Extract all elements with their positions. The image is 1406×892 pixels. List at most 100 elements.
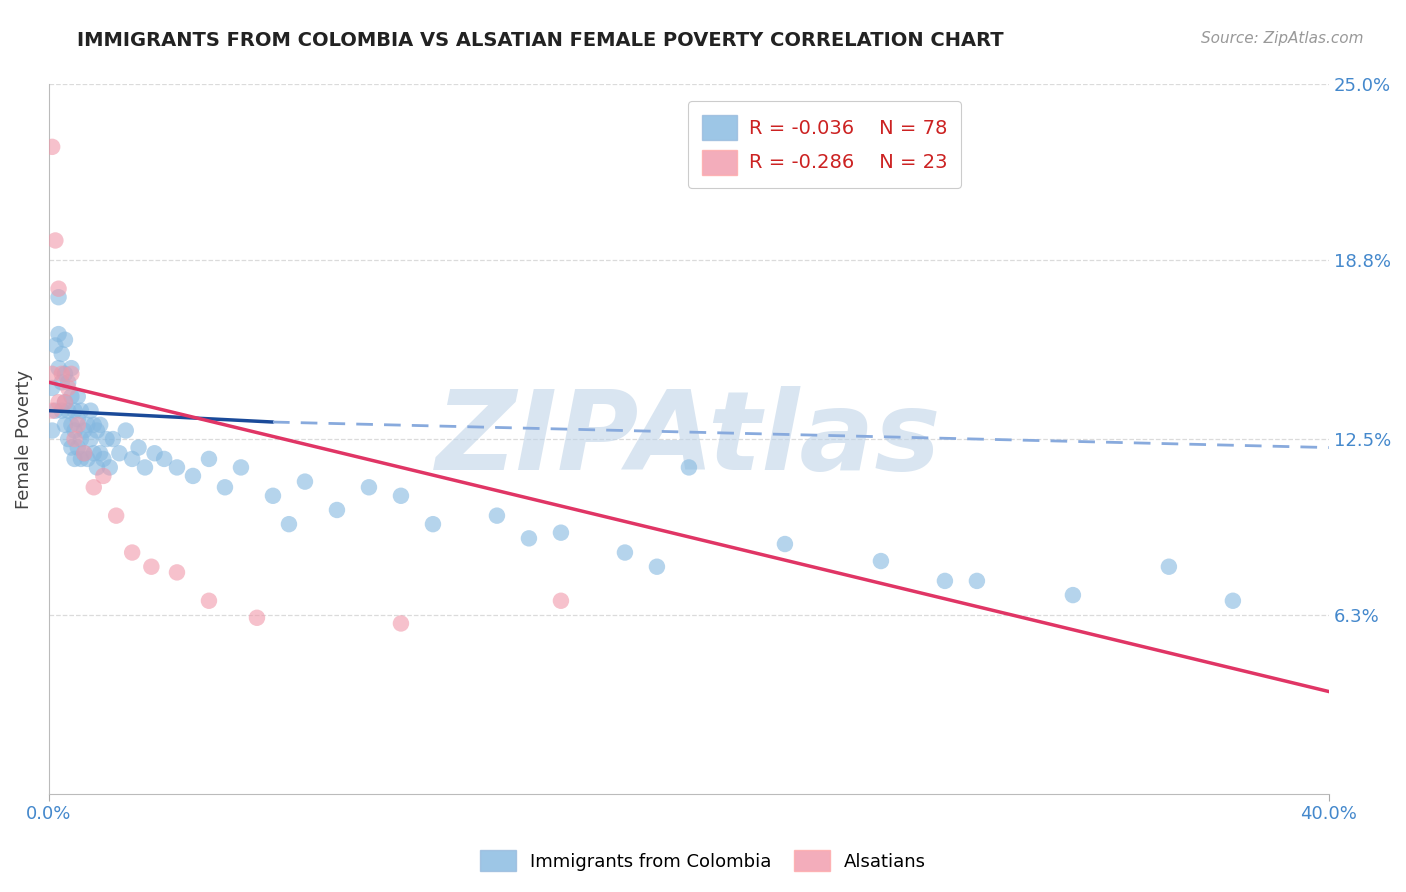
Point — [44, 403, 66, 417]
Point — [41, 424, 63, 438]
Point — [214, 480, 236, 494]
Point — [966, 574, 988, 588]
Point — [70, 451, 93, 466]
Point — [53, 395, 76, 409]
Text: ZIPAtlas: ZIPAtlas — [436, 385, 942, 492]
Point — [63, 451, 86, 466]
Point — [53, 417, 76, 432]
Point — [389, 616, 412, 631]
Point — [128, 441, 150, 455]
Point — [83, 446, 105, 460]
Point — [389, 489, 412, 503]
Point — [108, 446, 131, 460]
Point — [60, 441, 83, 455]
Point — [105, 508, 128, 523]
Point — [41, 140, 63, 154]
Point — [422, 517, 444, 532]
Point — [678, 460, 700, 475]
Point — [143, 446, 166, 460]
Point — [1062, 588, 1084, 602]
Point — [229, 460, 252, 475]
Point — [53, 395, 76, 409]
Point — [63, 424, 86, 438]
Point — [41, 381, 63, 395]
Text: IMMIGRANTS FROM COLOMBIA VS ALSATIAN FEMALE POVERTY CORRELATION CHART: IMMIGRANTS FROM COLOMBIA VS ALSATIAN FEM… — [77, 31, 1004, 50]
Point — [66, 417, 89, 432]
Point — [83, 480, 105, 494]
Point — [63, 432, 86, 446]
Point — [550, 594, 572, 608]
Point — [63, 403, 86, 417]
Point — [89, 417, 111, 432]
Point — [76, 451, 98, 466]
Point — [166, 460, 188, 475]
Point — [56, 432, 79, 446]
Point — [48, 290, 70, 304]
Point — [51, 367, 73, 381]
Point — [153, 451, 176, 466]
Point — [773, 537, 796, 551]
Point — [79, 432, 101, 446]
Point — [134, 460, 156, 475]
Point — [60, 417, 83, 432]
Point — [550, 525, 572, 540]
Point — [44, 338, 66, 352]
Point — [181, 469, 204, 483]
Point — [645, 559, 668, 574]
Point — [70, 403, 93, 417]
Point — [60, 367, 83, 381]
Point — [517, 532, 540, 546]
Point — [56, 381, 79, 395]
Point — [56, 376, 79, 390]
Point — [114, 424, 136, 438]
Point — [166, 566, 188, 580]
Y-axis label: Female Poverty: Female Poverty — [15, 369, 32, 508]
Point — [56, 403, 79, 417]
Point — [93, 451, 115, 466]
Point — [101, 432, 124, 446]
Point — [60, 390, 83, 404]
Text: Source: ZipAtlas.com: Source: ZipAtlas.com — [1201, 31, 1364, 46]
Point — [79, 403, 101, 417]
Legend: Immigrants from Colombia, Alsatians: Immigrants from Colombia, Alsatians — [472, 843, 934, 879]
Point — [121, 545, 143, 559]
Point — [53, 367, 76, 381]
Point — [1157, 559, 1180, 574]
Point — [326, 503, 349, 517]
Point — [870, 554, 893, 568]
Point — [141, 559, 163, 574]
Point — [1222, 594, 1244, 608]
Point — [294, 475, 316, 489]
Point — [98, 460, 121, 475]
Point — [89, 446, 111, 460]
Point — [48, 361, 70, 376]
Point — [934, 574, 956, 588]
Point — [73, 446, 96, 460]
Point — [44, 234, 66, 248]
Point — [278, 517, 301, 532]
Point — [70, 432, 93, 446]
Point — [48, 327, 70, 342]
Legend: R = -0.036    N = 78, R = -0.286    N = 23: R = -0.036 N = 78, R = -0.286 N = 23 — [689, 102, 960, 188]
Point — [485, 508, 508, 523]
Point — [76, 417, 98, 432]
Point — [357, 480, 380, 494]
Point — [66, 390, 89, 404]
Point — [246, 611, 269, 625]
Point — [83, 417, 105, 432]
Point — [613, 545, 636, 559]
Point — [60, 361, 83, 376]
Point — [262, 489, 284, 503]
Point — [41, 403, 63, 417]
Point — [73, 424, 96, 438]
Point — [66, 412, 89, 426]
Point — [96, 432, 118, 446]
Point — [73, 446, 96, 460]
Point — [86, 424, 108, 438]
Point — [41, 367, 63, 381]
Point — [66, 441, 89, 455]
Point — [198, 451, 221, 466]
Point — [48, 395, 70, 409]
Point — [51, 376, 73, 390]
Point — [48, 282, 70, 296]
